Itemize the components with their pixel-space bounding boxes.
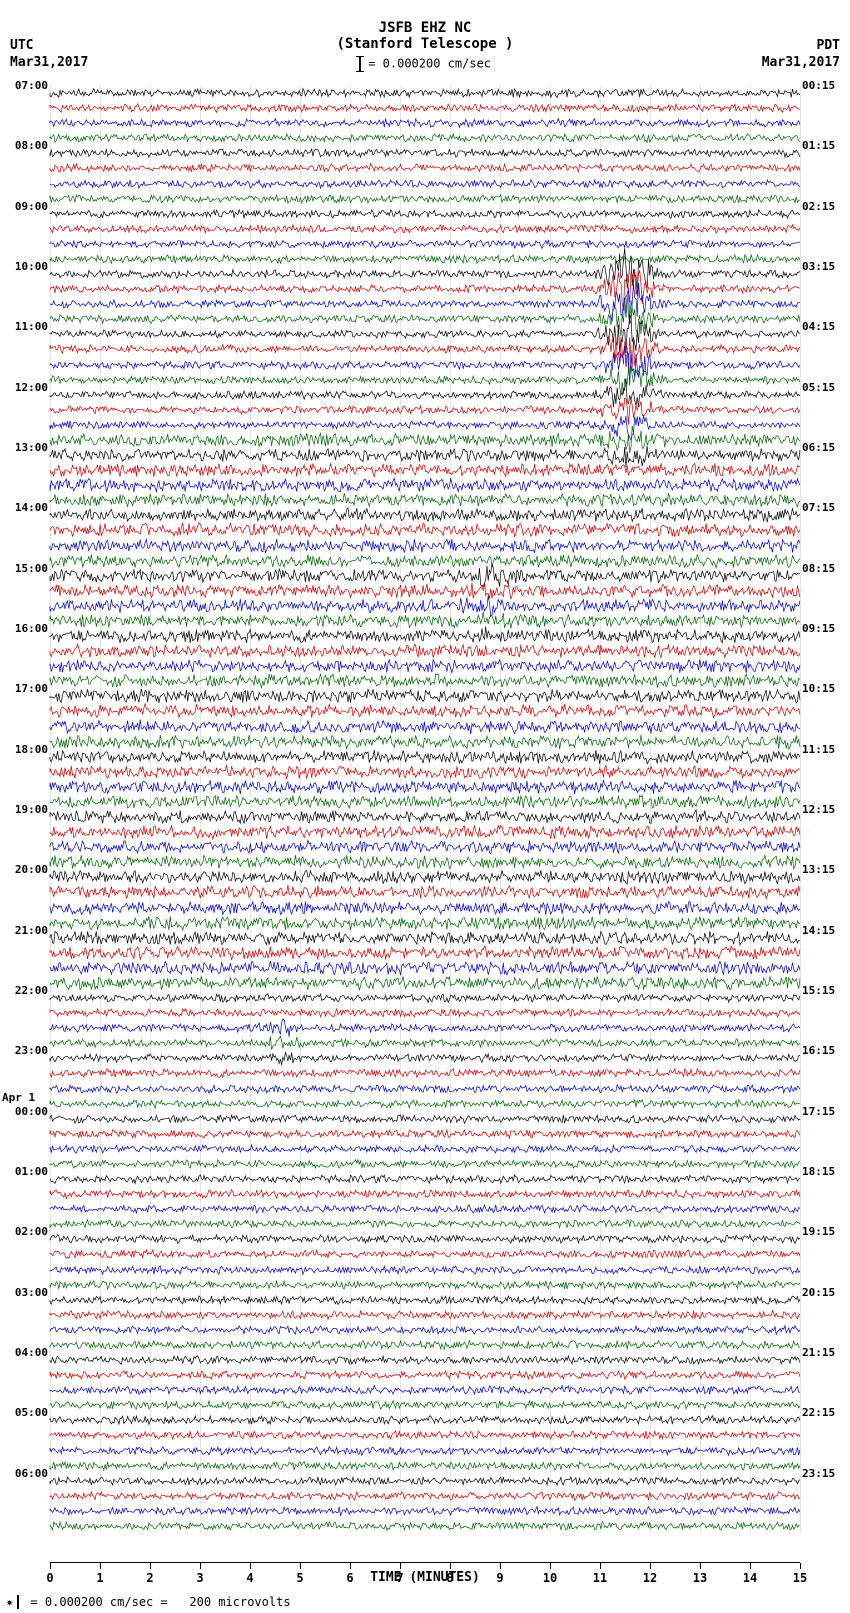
station-subtitle: (Stanford Telescope ) (0, 36, 850, 52)
utc-hour-label: 17:00 (2, 682, 48, 695)
pdt-hour-label: 09:15 (802, 622, 848, 635)
pdt-hour-label: 00:15 (802, 79, 848, 92)
utc-hour-label: 13:00 (2, 441, 48, 454)
pdt-hour-label: 08:15 (802, 562, 848, 575)
pdt-hour-label: 06:15 (802, 441, 848, 454)
pdt-hour-label: 12:15 (802, 803, 848, 816)
helicorder-plot: 07:0000:1508:0001:1509:0002:1510:0003:15… (50, 85, 800, 1533)
utc-hour-label: 03:00 (2, 1286, 48, 1299)
utc-hour-label: 04:00 (2, 1346, 48, 1359)
utc-hour-label: 19:00 (2, 803, 48, 816)
utc-hour-label: 06:00 (2, 1467, 48, 1480)
footer-scale-b: 200 microvolts (189, 1595, 290, 1609)
pdt-hour-label: 20:15 (802, 1286, 848, 1299)
utc-hour-label: 07:00 (2, 79, 48, 92)
right-timezone: PDT (817, 38, 840, 53)
scale-marker: = 0.000200 cm/sec (0, 56, 850, 72)
left-timezone: UTC (10, 38, 33, 53)
pdt-hour-label: 05:15 (802, 381, 848, 394)
utc-hour-label: 10:00 (2, 260, 48, 273)
utc-hour-label: 21:00 (2, 924, 48, 937)
station-title: JSFB EHZ NC (0, 0, 850, 36)
footer-scale: ✷ = 0.000200 cm/sec = 200 microvolts (6, 1595, 291, 1610)
pdt-hour-label: 07:15 (802, 501, 848, 514)
seismic-trace (50, 1511, 800, 1541)
pdt-hour-label: 01:15 (802, 139, 848, 152)
utc-hour-label: 22:00 (2, 984, 48, 997)
utc-hour-label: 08:00 (2, 139, 48, 152)
utc-hour-label: 05:00 (2, 1406, 48, 1419)
pdt-hour-label: 16:15 (802, 1044, 848, 1057)
utc-hour-label: 00:00 (2, 1105, 48, 1118)
footer-scale-a: = 0.000200 cm/sec = (23, 1595, 175, 1609)
pdt-hour-label: 04:15 (802, 320, 848, 333)
utc-hour-label: 02:00 (2, 1225, 48, 1238)
pdt-hour-label: 11:15 (802, 743, 848, 756)
x-axis-title: TIME (MINUTES) (0, 1570, 850, 1585)
pdt-hour-label: 19:15 (802, 1225, 848, 1238)
utc-hour-label: 14:00 (2, 501, 48, 514)
x-axis: 0123456789101112131415 (50, 1562, 800, 1563)
utc-hour-label: 01:00 (2, 1165, 48, 1178)
utc-hour-label: 16:00 (2, 622, 48, 635)
utc-hour-label: 15:00 (2, 562, 48, 575)
pdt-hour-label: 15:15 (802, 984, 848, 997)
pdt-hour-label: 21:15 (802, 1346, 848, 1359)
pdt-hour-label: 18:15 (802, 1165, 848, 1178)
utc-hour-label: 09:00 (2, 200, 48, 213)
right-date: Mar31,2017 (762, 55, 840, 70)
pdt-hour-label: 03:15 (802, 260, 848, 273)
scale-text: = 0.000200 cm/sec (361, 57, 491, 71)
utc-hour-label: 18:00 (2, 743, 48, 756)
utc-hour-label: 11:00 (2, 320, 48, 333)
left-date: Mar31,2017 (10, 55, 88, 70)
pdt-hour-label: 17:15 (802, 1105, 848, 1118)
midnight-date-label: Apr 1 (2, 1091, 35, 1104)
pdt-hour-label: 02:15 (802, 200, 848, 213)
utc-hour-label: 20:00 (2, 863, 48, 876)
pdt-hour-label: 10:15 (802, 682, 848, 695)
pdt-hour-label: 13:15 (802, 863, 848, 876)
utc-hour-label: 12:00 (2, 381, 48, 394)
utc-hour-label: 23:00 (2, 1044, 48, 1057)
pdt-hour-label: 22:15 (802, 1406, 848, 1419)
pdt-hour-label: 23:15 (802, 1467, 848, 1480)
pdt-hour-label: 14:15 (802, 924, 848, 937)
